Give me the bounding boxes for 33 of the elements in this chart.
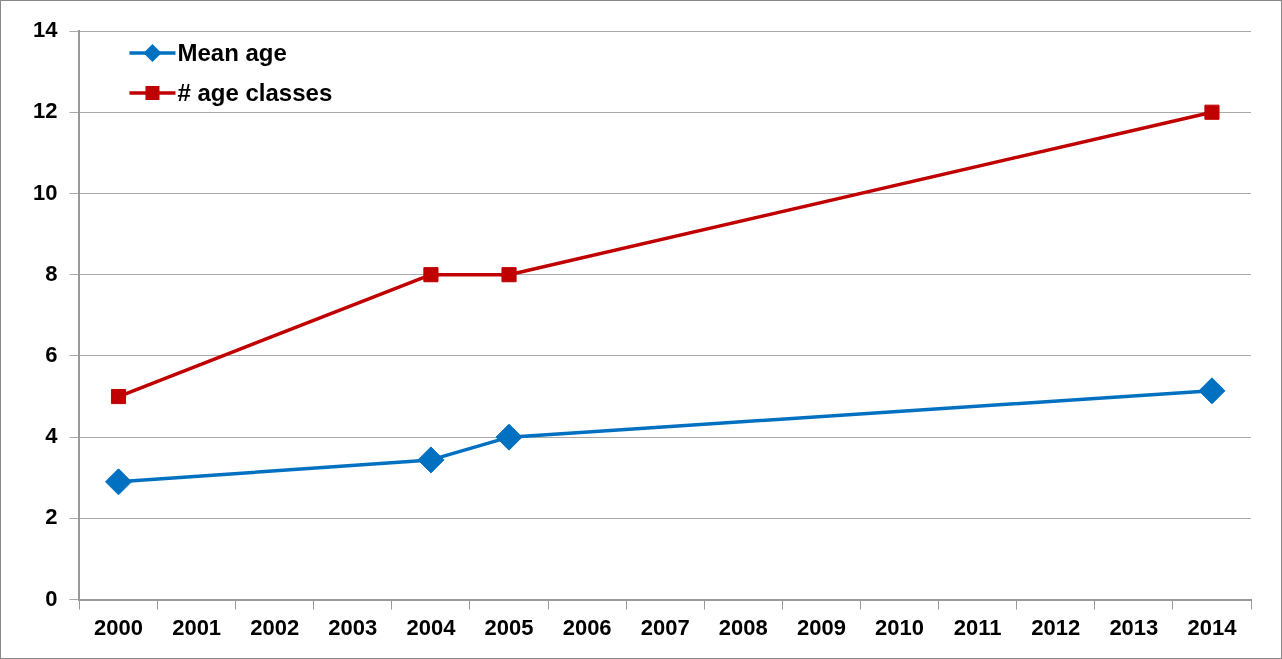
y-tick-label: 8 <box>45 260 58 286</box>
y-tick-label: 10 <box>32 179 58 205</box>
x-tick-label: 2004 <box>406 614 457 640</box>
x-tick-label: 2003 <box>328 614 378 640</box>
x-tick-label: 2008 <box>718 614 768 640</box>
x-tick-label: 2010 <box>875 614 925 640</box>
x-tick-label: 2006 <box>562 614 612 640</box>
y-tick-label: 2 <box>45 504 58 530</box>
point <box>1204 104 1220 120</box>
point <box>1198 377 1226 405</box>
point <box>417 446 445 474</box>
x-tick-label: 2002 <box>250 614 300 640</box>
x-tick-label: 2001 <box>172 614 222 640</box>
x-tick-label: 2007 <box>640 614 690 640</box>
y-tick-label: 6 <box>45 341 58 367</box>
x-tick-label: 2012 <box>1031 614 1081 640</box>
x-tick-label: 2009 <box>796 614 846 640</box>
point <box>105 468 133 496</box>
point <box>423 267 439 283</box>
y-tick-label: 14 <box>32 17 59 43</box>
x-tick-label: 2005 <box>484 614 534 640</box>
x-tick-label: 2011 <box>953 614 1002 640</box>
y-tick-label: 0 <box>45 585 58 611</box>
point <box>495 423 523 451</box>
point <box>110 388 127 405</box>
x-tick-label: 2014 <box>1187 614 1238 640</box>
legend-label: Mean age <box>177 38 287 66</box>
point <box>501 267 517 283</box>
y-tick-label: 4 <box>45 423 59 449</box>
legend-label: # age classes <box>177 78 333 106</box>
x-tick-label: 2013 <box>1109 614 1159 640</box>
y-tick-label: 12 <box>32 98 58 124</box>
x-tick-label: 2000 <box>94 614 143 640</box>
